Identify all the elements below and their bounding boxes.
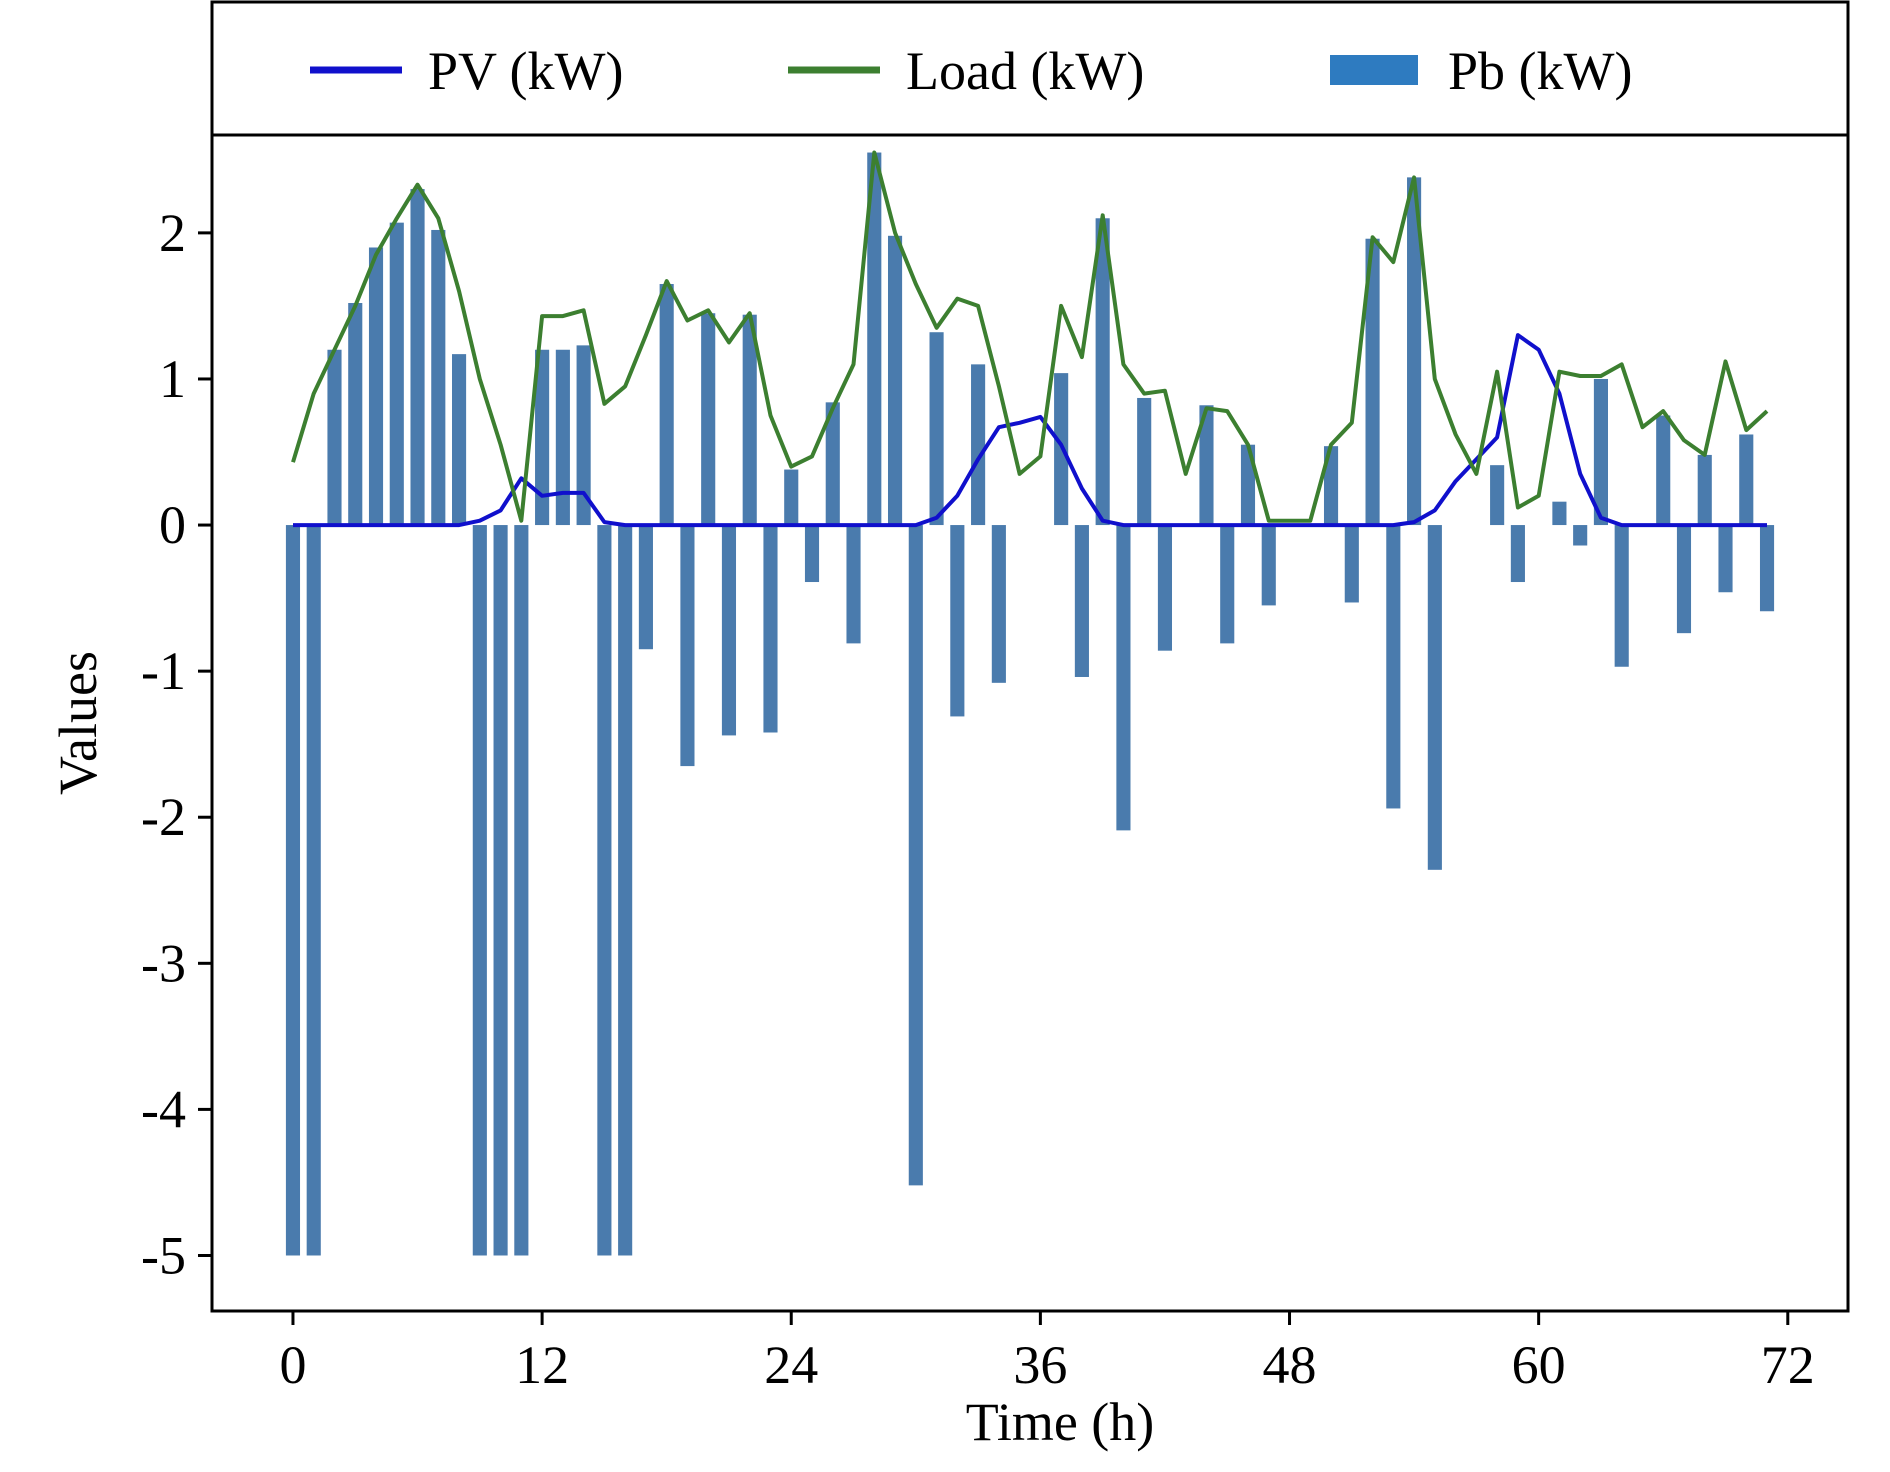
bar (1344, 525, 1359, 603)
bar (1739, 434, 1754, 526)
bar (1407, 177, 1422, 526)
bar (721, 525, 737, 736)
bar (1220, 525, 1235, 644)
bar (701, 313, 716, 526)
bar (1095, 218, 1110, 526)
bar (1074, 525, 1089, 677)
bar (929, 332, 944, 526)
x-axis-label: Time (h) (966, 1392, 1155, 1452)
bar (1490, 465, 1505, 526)
bar (1427, 525, 1442, 870)
bar (1157, 525, 1173, 651)
bar (348, 303, 363, 526)
line (291, 150, 1769, 523)
bar (1137, 397, 1152, 526)
bar (1261, 525, 1276, 606)
line (293, 333, 1767, 528)
bar (285, 525, 301, 1256)
bar (659, 284, 674, 526)
y-tick-label: -4 (141, 1079, 186, 1139)
bar (1697, 454, 1712, 526)
plot-frame (210, 133, 1850, 1313)
bar (452, 354, 467, 526)
bar (1614, 525, 1629, 667)
bar (555, 349, 570, 526)
y-tick-label: 2 (159, 203, 186, 263)
bar (514, 525, 529, 1256)
legend-swatch (1330, 55, 1418, 85)
bar (1116, 525, 1131, 831)
bar (908, 525, 923, 1186)
bar (472, 525, 487, 1256)
bar (389, 222, 404, 526)
bar (1593, 378, 1608, 526)
y-tick-label: -2 (141, 787, 186, 847)
bar (597, 525, 612, 1256)
x-tick-label: 24 (764, 1335, 818, 1395)
bar (763, 525, 778, 733)
plot-area (285, 150, 1775, 1256)
y-tick-label: 0 (159, 495, 186, 555)
bar (1759, 525, 1775, 612)
bar (1552, 501, 1567, 526)
bar (971, 364, 986, 526)
legend-label: Pb (kW) (1448, 41, 1632, 101)
bar (950, 525, 965, 717)
bar (368, 247, 384, 526)
bar (804, 525, 820, 583)
bar (410, 189, 425, 526)
bar (576, 345, 591, 526)
x-tick-label: 48 (1263, 1335, 1317, 1395)
y-tick-label: -5 (141, 1225, 186, 1285)
bar (1323, 446, 1339, 526)
y-axis-label: Values (48, 651, 108, 795)
bar (1656, 415, 1671, 526)
bar (825, 402, 840, 526)
bar (1718, 525, 1733, 593)
bar (1676, 525, 1692, 634)
x-tick-label: 36 (1013, 1335, 1067, 1395)
bar (1510, 525, 1525, 583)
bar (493, 525, 508, 1256)
y-tick-label: -1 (141, 641, 186, 701)
bar (638, 525, 653, 650)
bar (784, 469, 799, 526)
bar (1365, 238, 1380, 526)
bar (887, 235, 903, 526)
bar (431, 229, 446, 526)
bar (1199, 405, 1214, 526)
bar (327, 349, 342, 526)
legend-label: PV (kW) (428, 41, 624, 101)
bar (742, 314, 757, 526)
bar (306, 525, 321, 1256)
y-tick-label: -3 (141, 933, 186, 993)
bar (1573, 525, 1588, 546)
x-tick-label: 12 (515, 1335, 569, 1395)
bar (535, 349, 550, 526)
bar (846, 525, 861, 644)
x-tick-label: 72 (1761, 1335, 1815, 1395)
legend-label: Load (kW) (906, 41, 1144, 101)
bar (1386, 525, 1401, 809)
x-tick-label: 60 (1512, 1335, 1566, 1395)
x-tick-label: 0 (279, 1335, 306, 1395)
bar (867, 152, 882, 526)
bar (618, 525, 633, 1256)
bar (680, 525, 695, 767)
y-tick-label: 1 (159, 349, 186, 409)
bar (991, 525, 1006, 683)
